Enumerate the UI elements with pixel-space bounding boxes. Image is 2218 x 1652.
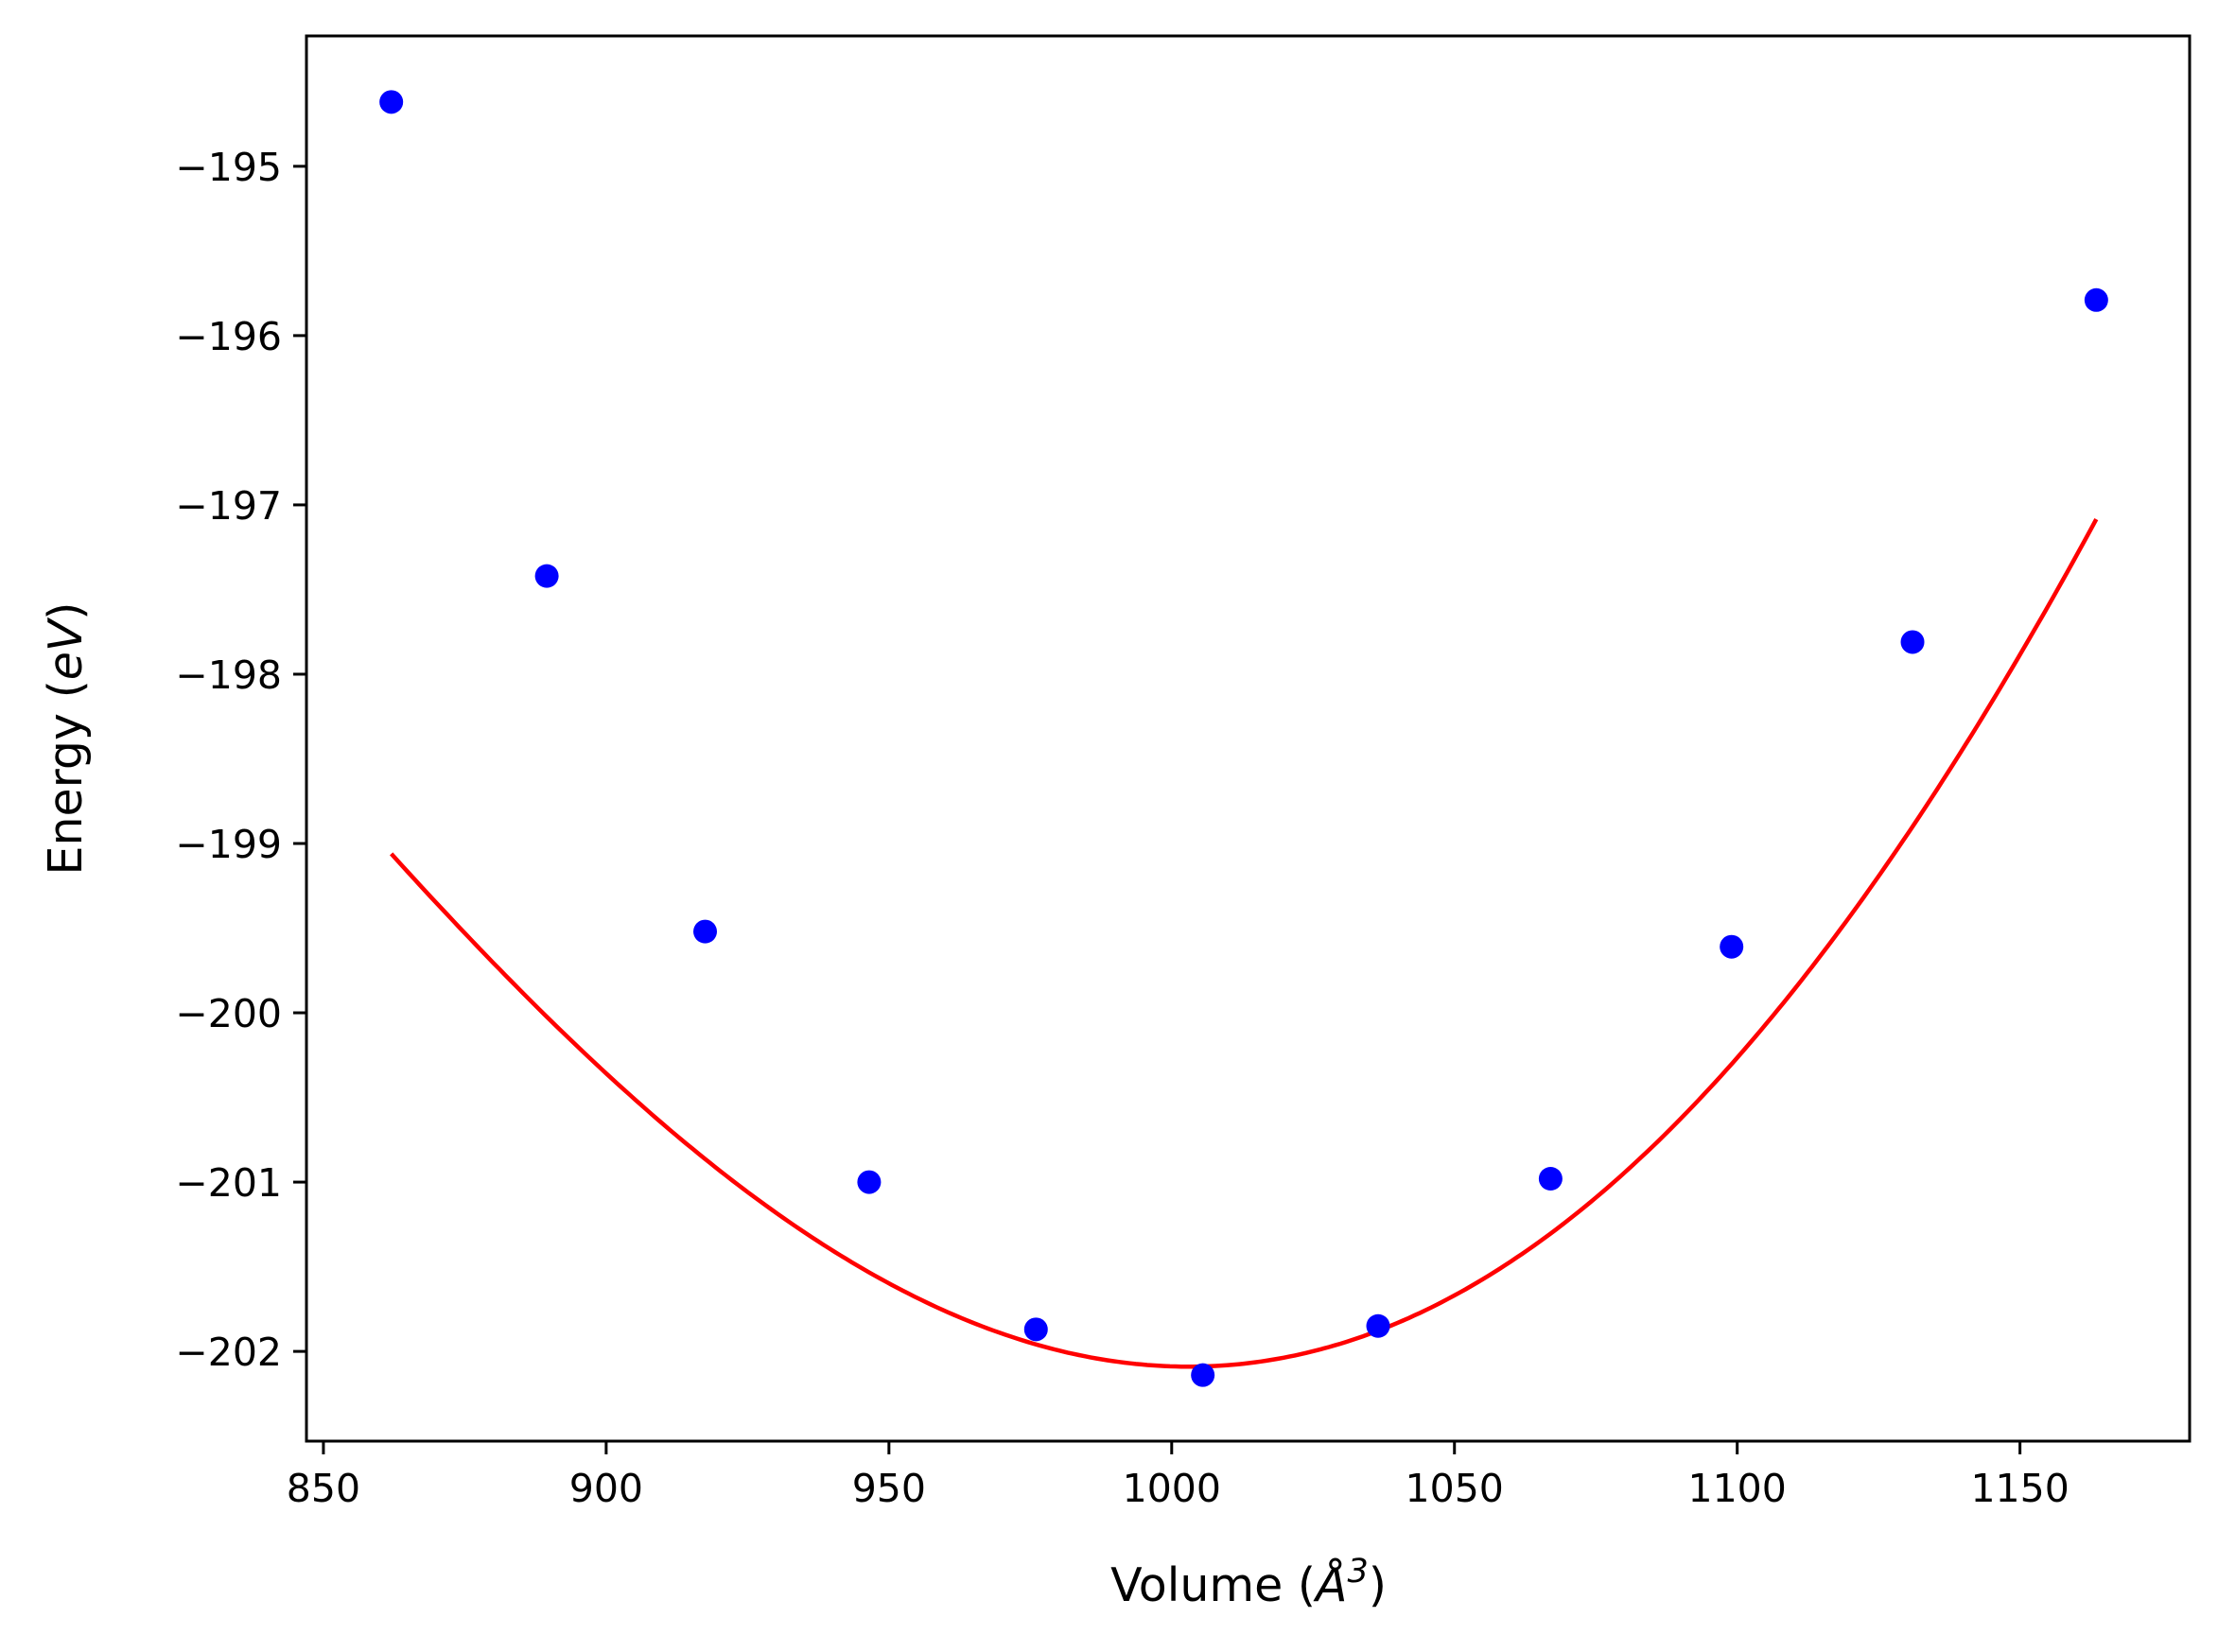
data-point	[2084, 287, 2108, 312]
data-point	[1023, 1317, 1048, 1342]
data-point	[1900, 630, 1925, 654]
y-axis-ticks: −195 −196 −197 −198 −199 −200 −201 −202	[175, 145, 306, 1375]
x-tick-label: 1150	[1970, 1466, 2069, 1511]
x-tick-label: 1000	[1123, 1466, 1221, 1511]
plot-frame	[305, 34, 2192, 1443]
data-point	[1191, 1363, 1215, 1387]
y-tick-label: −200	[175, 991, 282, 1036]
y-tick-label: −195	[175, 145, 282, 190]
y-tick-label: −199	[175, 822, 282, 867]
data-point	[1538, 1166, 1563, 1191]
data-point	[1720, 934, 1744, 959]
y-tick-label: −197	[175, 483, 282, 529]
data-point	[1366, 1313, 1390, 1338]
fit-curve-layer	[390, 518, 2099, 1369]
data-point	[857, 1170, 882, 1194]
y-tick-label: −198	[175, 652, 282, 698]
x-axis-ticks: 850 900 950 1000 1050 1100 1150	[287, 1441, 2070, 1511]
y-tick-label: −202	[175, 1330, 282, 1375]
y-tick-label: −201	[175, 1160, 282, 1206]
data-point	[379, 90, 404, 114]
data-point	[534, 564, 559, 588]
y-axis-label: Energy (eV)	[39, 601, 93, 875]
x-tick-label: 900	[569, 1466, 643, 1511]
x-axis-label: Volume (Å3)	[1110, 1553, 1387, 1612]
x-tick-label: 850	[287, 1466, 360, 1511]
data-points-layer	[379, 90, 2108, 1387]
x-tick-label: 1100	[1688, 1466, 1787, 1511]
fit-curve-line	[390, 518, 2099, 1369]
data-point	[693, 919, 718, 944]
y-tick-label: −196	[175, 314, 282, 359]
x-tick-label: 950	[852, 1466, 926, 1511]
x-tick-label: 1050	[1406, 1466, 1504, 1511]
